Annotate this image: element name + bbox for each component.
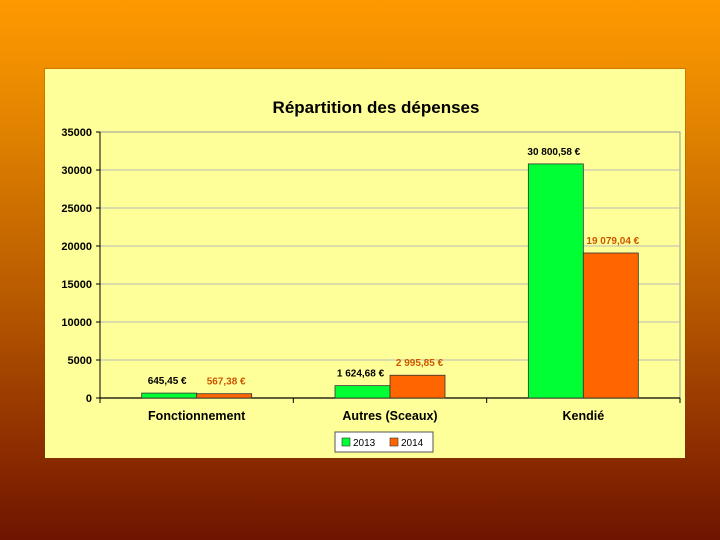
y-tick-label: 5000 — [68, 355, 92, 367]
y-tick-label: 30000 — [61, 165, 92, 177]
y-tick-label: 0 — [86, 393, 92, 405]
legend: 2013 2014 — [334, 431, 434, 453]
bar-chart: Répartition des dépenses 0 5000 10000 15000… — [61, 98, 681, 453]
legend-swatch — [389, 437, 399, 447]
data-label: 567,38 € — [207, 377, 246, 388]
bar-2013-0 — [141, 392, 198, 399]
chart-title: Répartition des dépenses — [273, 98, 480, 117]
y-tick-label: 15000 — [61, 279, 92, 291]
data-label: 645,45 € — [148, 376, 187, 387]
y-tick-label: 20000 — [61, 241, 92, 253]
chart-panel: Répartition des dépenses 0 5000 10000 15000… — [45, 69, 685, 458]
bar-2014-1 — [389, 374, 446, 399]
data-label: 2 995,85 € — [396, 358, 444, 369]
legend-swatch — [341, 437, 351, 447]
bar-2013-1 — [334, 385, 391, 399]
y-tick-label: 10000 — [61, 317, 92, 329]
data-label: 30 800,58 € — [527, 147, 580, 158]
data-labels: 645,45 € 1 624,68 € 30 800,58 € 567,38 € 2 9… — [148, 147, 640, 388]
category-label: Kendié — [562, 409, 604, 423]
legend-box — [334, 431, 434, 453]
bar-2014-2 — [582, 252, 639, 399]
bar-2014-0 — [196, 393, 253, 399]
data-label: 1 624,68 € — [337, 369, 385, 380]
y-tick-label: 25000 — [61, 203, 92, 215]
category-label: Autres (Sceaux) — [342, 409, 437, 423]
category-label: Fonctionnement — [148, 409, 246, 423]
data-label: 19 079,04 € — [586, 236, 639, 247]
bars — [141, 163, 639, 399]
y-tick-label: 35000 — [61, 127, 92, 139]
bar-2013-2 — [527, 163, 584, 399]
legend-label: 2014 — [401, 438, 424, 449]
legend-label: 2013 — [353, 438, 376, 449]
